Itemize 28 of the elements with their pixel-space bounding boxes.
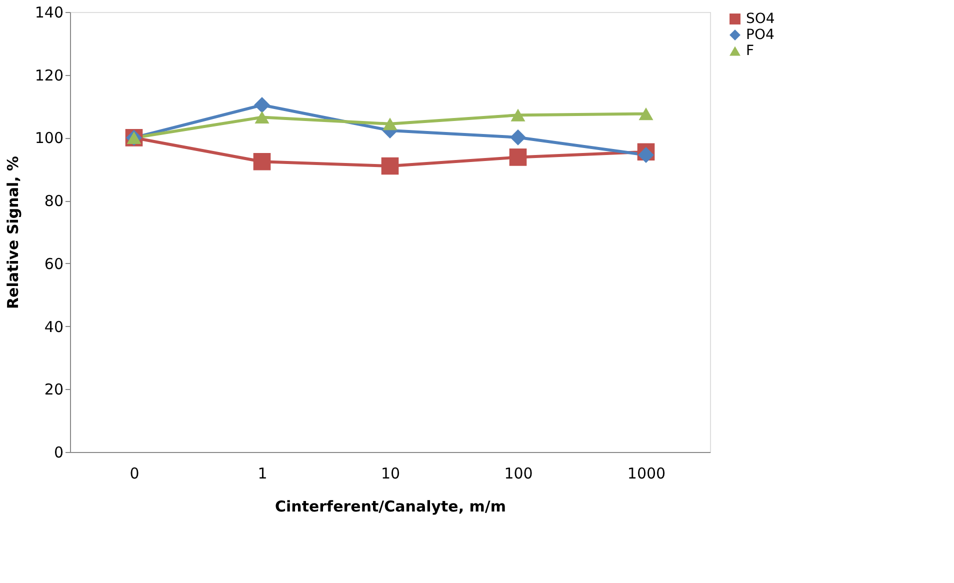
y-tick-label: 20 [44,380,64,399]
point [509,148,527,166]
y-tick-label: 80 [44,192,64,210]
point [381,157,399,175]
legend-label: PO4 [746,27,774,43]
y-tick-label: 120 [34,66,64,84]
point [638,147,654,163]
point [253,152,271,170]
x-tick-label: 0 [130,464,140,482]
legend-label: F [746,43,754,59]
y-tick-label: 40 [44,318,64,336]
point [510,129,526,146]
y-tick-label: 140 [34,4,64,22]
legend-label: SO4 [746,11,775,27]
point [254,97,270,114]
x-tick-label: 1 [258,464,268,482]
point [638,108,654,120]
x-tick-label: 1000 [627,464,666,482]
y-tick-label: 0 [54,444,64,462]
y-axis-title: Relative Signal, % [4,156,22,310]
point [510,108,526,122]
point [382,118,398,130]
x-axis-title: Cinterferent/Canalyte, m/m [274,498,506,516]
x-tick-label: 100 [504,464,533,482]
y-tick-label: 100 [34,129,64,148]
x-tick-label: 10 [380,464,400,482]
point [254,111,270,124]
y-tick-label: 60 [44,254,64,273]
